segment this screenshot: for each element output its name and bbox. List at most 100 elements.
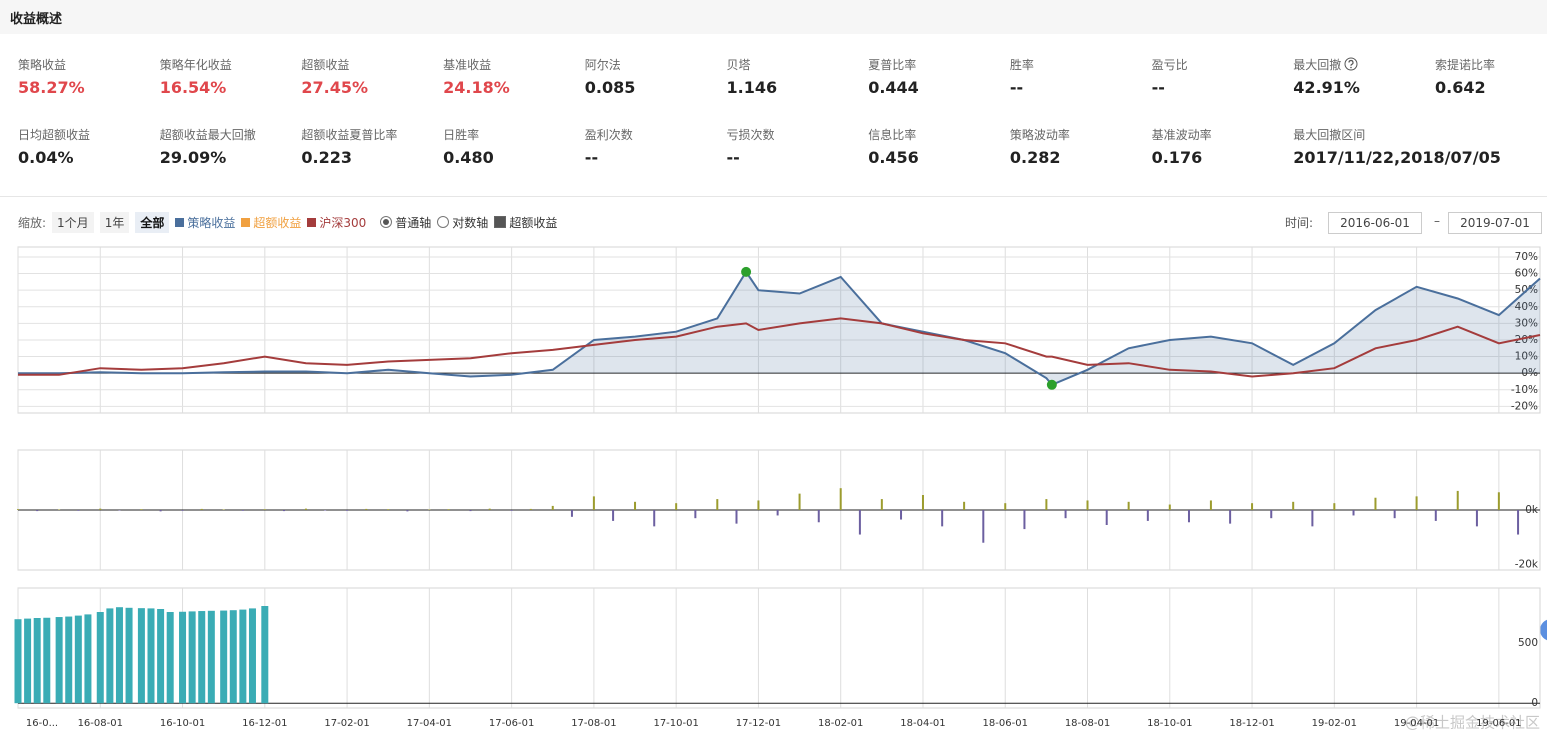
bar: [1393, 510, 1396, 519]
x-tick-label: 16-08-01: [78, 718, 123, 729]
bar: [982, 510, 985, 543]
y-tick-label: -20%: [1511, 400, 1538, 412]
bar: [510, 510, 513, 511]
bar: [757, 500, 760, 510]
metric-value: 29.09%: [159, 148, 227, 167]
bar: [1064, 510, 1067, 519]
checkbox: [494, 215, 507, 228]
bar: [65, 616, 73, 704]
bar: [33, 618, 41, 704]
y-tick-label: -20k: [1515, 559, 1539, 571]
metric-value: 0.176: [1151, 148, 1203, 167]
x-tick-label: 18-10-01: [1147, 718, 1192, 729]
side-handle[interactable]: [1540, 619, 1547, 641]
bar: [304, 508, 307, 510]
bar: [1251, 503, 1254, 510]
axis-option[interactable]: 普通轴: [380, 214, 431, 231]
bar: [84, 614, 92, 704]
zoom-button[interactable]: 1个月: [52, 211, 94, 233]
bar: [159, 510, 162, 512]
x-tick-label: 18-12-01: [1229, 718, 1274, 729]
x-tick-label: 19-06-01: [1476, 718, 1521, 729]
help-icon[interactable]: [1344, 57, 1358, 71]
x-tick-label: 18-02-01: [818, 718, 863, 729]
bar: [188, 611, 196, 704]
metric-label: 贝塔: [726, 58, 751, 72]
metric-label: 盈亏比: [1151, 58, 1188, 72]
metric-value: 24.18%: [443, 78, 510, 97]
end-date[interactable]: 2019-07-01: [1448, 212, 1542, 234]
bar: [365, 508, 368, 510]
bar: [1333, 503, 1336, 510]
axis-option[interactable]: 对数轴: [437, 214, 488, 231]
bar: [118, 510, 121, 511]
x-tick-label: 17-10-01: [653, 718, 698, 729]
legend-text: 沪深300: [319, 215, 367, 230]
x-tick-label: 17-12-01: [736, 718, 781, 729]
metric-label: 超额收益夏普比率: [301, 128, 398, 142]
metric-value: 0.282: [1009, 148, 1061, 167]
bar: [181, 510, 184, 511]
x-tick-label: 16-0...: [26, 718, 58, 729]
metric-value: 27.45%: [301, 78, 369, 97]
metric-label: 日胜率: [443, 128, 480, 142]
y-tick-label: 0%: [1521, 367, 1538, 379]
bar: [694, 510, 697, 519]
legend-item[interactable]: 超额收益: [241, 214, 301, 231]
radio: [437, 215, 450, 228]
metric-label: 索提诺比率: [1435, 58, 1496, 72]
bar: [43, 617, 51, 704]
x-tick-label: 17-02-01: [324, 718, 369, 729]
bar: [551, 505, 554, 510]
bar: [346, 510, 349, 511]
bar: [1127, 501, 1130, 510]
y-tick-label: -10%: [1511, 384, 1538, 396]
bar: [106, 608, 114, 704]
bar: [1086, 500, 1089, 510]
bar: [634, 501, 637, 510]
bar: [74, 615, 82, 704]
legend-item[interactable]: 沪深300: [307, 214, 366, 231]
metric-label: 超额收益: [301, 58, 350, 72]
x-tick-label: 17-04-01: [407, 718, 452, 729]
legend-item[interactable]: 策略收益: [175, 214, 235, 231]
bar: [261, 606, 269, 704]
y-tick-label: 500: [1518, 637, 1538, 649]
bar: [166, 612, 174, 704]
y-tick-label: 60%: [1515, 268, 1538, 280]
bar: [58, 509, 61, 510]
bar: [17, 509, 19, 510]
checkbox-option[interactable]: 超额收益: [494, 214, 557, 231]
metric-value: 0.444: [868, 78, 919, 97]
bar: [1105, 510, 1108, 525]
metric-value: 0.223: [301, 148, 352, 167]
y-tick-label: 10%: [1515, 351, 1538, 363]
line: [18, 317, 1541, 378]
bar: [1229, 510, 1232, 524]
bar: [858, 510, 861, 535]
start-date[interactable]: 2016-06-01: [1328, 212, 1422, 234]
bar: [900, 510, 903, 520]
bar: [77, 510, 80, 511]
drawdown-marker: [741, 266, 752, 277]
metric-value: 0.456: [868, 148, 919, 167]
bar: [263, 509, 266, 510]
metric-value: --: [584, 148, 599, 167]
bar: [198, 611, 206, 704]
bar: [222, 509, 225, 510]
bar: [96, 612, 104, 704]
bar: [1045, 499, 1048, 510]
metric-label: 信息比率: [868, 128, 917, 142]
zoom-button[interactable]: 1年: [99, 211, 130, 233]
y-tick-label: 40%: [1515, 301, 1538, 313]
bar: [1004, 503, 1007, 510]
bar: [179, 611, 187, 704]
bar: [941, 510, 944, 527]
bar: [137, 608, 145, 704]
header: 收益概述: [0, 0, 1547, 34]
zoom-button[interactable]: 全部: [135, 211, 170, 233]
bar: [125, 607, 133, 704]
bar: [283, 510, 286, 512]
y-tick-label: 0k: [1525, 504, 1539, 516]
